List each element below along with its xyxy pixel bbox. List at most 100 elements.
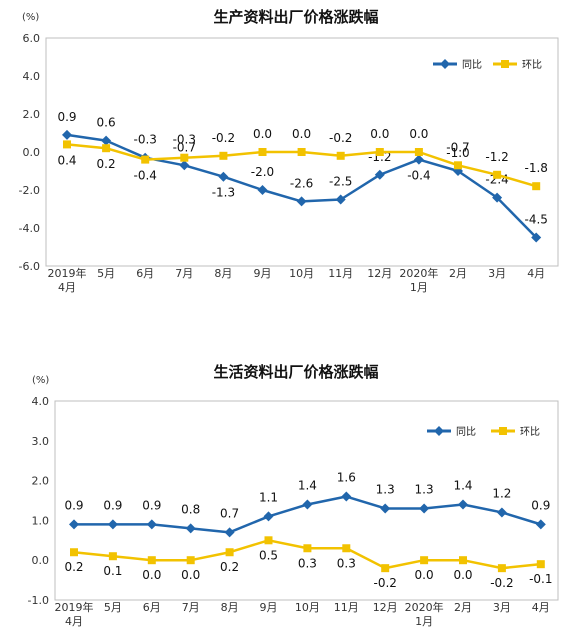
data-label: 0.0: [370, 127, 389, 141]
data-label: 0.3: [337, 556, 356, 570]
legend-label-yoy: 同比: [456, 426, 476, 438]
data-point: [224, 527, 235, 538]
x-tick-label: 5月: [97, 267, 115, 280]
data-point: [101, 135, 112, 146]
data-point: [264, 536, 273, 545]
data-label: 0.0: [181, 568, 200, 582]
data-point: [419, 503, 430, 514]
x-tick-label: 2月: [454, 601, 472, 614]
data-label: -1.2: [485, 150, 508, 164]
data-point: [335, 194, 346, 205]
data-point: [496, 507, 507, 518]
y-tick-label: 0.0: [32, 554, 50, 567]
legend-marker-yoy: [440, 59, 450, 69]
data-point: [146, 519, 157, 530]
data-point: [380, 503, 391, 514]
data-label: 0.9: [57, 110, 76, 124]
plot-border: [54, 400, 559, 601]
x-tick-label: 12月: [373, 601, 398, 614]
data-label: 0.2: [64, 560, 83, 574]
legend-label-yoy: 同比: [462, 59, 482, 71]
x-tick-label: 3月: [493, 601, 511, 614]
chart-title: 生产资料出厂价格涨跌幅: [213, 8, 378, 26]
data-point: [107, 519, 118, 530]
data-point: [492, 192, 503, 203]
x-tick-label: 2020年: [405, 600, 444, 614]
x-tick-label: 9月: [260, 601, 278, 614]
data-label: 1.3: [376, 482, 395, 496]
y-tick-label: 0.0: [23, 146, 41, 159]
data-point: [62, 129, 72, 140]
data-label: -2.0: [251, 165, 274, 179]
legend-marker-mom: [501, 60, 509, 68]
x-tick-label: 2020年: [399, 266, 438, 280]
data-label: 0.0: [453, 568, 472, 582]
data-label: 0.9: [531, 498, 550, 512]
data-point: [179, 160, 190, 171]
data-point: [459, 556, 467, 565]
data-label: 0.1: [103, 564, 122, 578]
x-tick-label: 9月: [254, 267, 272, 280]
data-point: [297, 148, 306, 156]
data-label: 0.0: [292, 127, 311, 141]
legend-label-mom: 环比: [520, 426, 540, 438]
y-tick-label: -4.0: [19, 222, 40, 235]
x-tick-label: 7月: [175, 267, 193, 280]
data-label: -2.5: [329, 175, 352, 189]
data-label: 1.4: [298, 478, 317, 492]
x-tick-label: 4月: [65, 615, 83, 628]
data-label: 0.0: [142, 568, 161, 582]
x-tick-label: 1月: [415, 615, 433, 628]
x-tick-label: 6月: [136, 267, 154, 280]
data-point: [180, 153, 189, 162]
data-label: 0.2: [220, 560, 239, 574]
data-point: [296, 196, 307, 207]
data-point: [63, 140, 71, 149]
y-tick-label: 2.0: [23, 108, 41, 121]
data-label: -0.7: [173, 140, 196, 154]
data-point: [219, 151, 228, 160]
y-tick-label: 6.0: [23, 32, 41, 45]
data-point: [141, 155, 150, 164]
x-tick-label: 2月: [449, 267, 467, 280]
x-tick-label: 4月: [527, 267, 545, 280]
x-tick-label: 2019年: [55, 600, 94, 614]
legend-marker-yoy: [434, 426, 444, 436]
data-label: -2.6: [290, 176, 313, 190]
data-point: [535, 519, 546, 530]
legend: 同比 环比: [433, 59, 542, 71]
data-label: -0.2: [373, 576, 396, 590]
data-label: 0.5: [259, 548, 278, 562]
legend: 同比 环比: [427, 426, 540, 438]
data-point: [70, 548, 78, 557]
data-label: -0.2: [212, 131, 235, 145]
y-tick-label: 3.0: [32, 435, 50, 448]
data-label: -0.2: [329, 131, 352, 145]
x-tick-label: 2019年: [48, 266, 87, 280]
x-tick-label: 8月: [221, 601, 239, 614]
x-tick-label: 5月: [104, 601, 122, 614]
data-point: [225, 548, 234, 557]
x-tick-label: 10月: [295, 601, 320, 614]
y-unit-label: (%): [22, 12, 39, 23]
data-point: [102, 144, 111, 153]
x-tick-label: 6月: [143, 601, 161, 614]
y-unit-label: (%): [32, 375, 49, 386]
y-tick-label: -2.0: [19, 184, 40, 197]
data-label: 0.9: [103, 498, 122, 512]
data-point: [531, 232, 542, 243]
x-tick-label: 8月: [214, 267, 232, 280]
data-point: [185, 523, 196, 534]
data-label: -0.2: [490, 576, 513, 590]
data-label: 1.2: [492, 486, 511, 500]
data-point: [258, 148, 267, 156]
data-point: [454, 161, 462, 170]
data-point: [257, 185, 268, 195]
y-tick-label: 1.0: [32, 514, 50, 527]
data-label: 1.6: [337, 471, 356, 485]
data-label: -0.7: [446, 140, 469, 154]
chart-producer-goods: 生产资料出厂价格涨跌幅 (%) 6.0 4.0 2.0 0.0 -2.0 -4.0 -6.0…: [19, 8, 559, 294]
